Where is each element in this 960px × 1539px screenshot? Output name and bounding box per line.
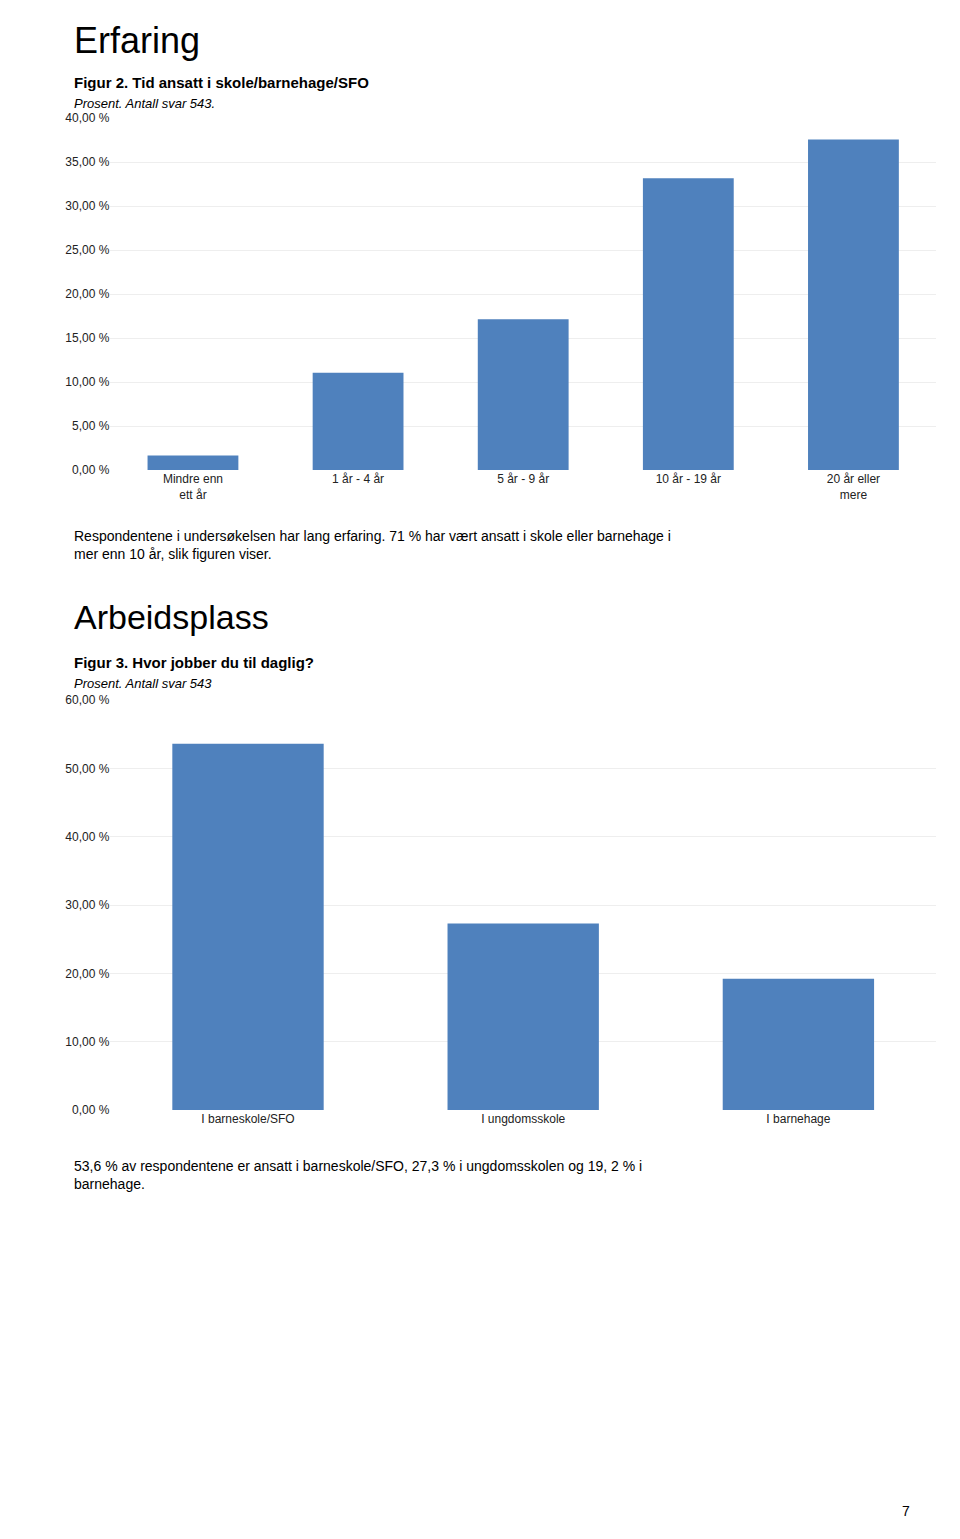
svg-text:20 år ellermere: 20 år ellermere — [827, 472, 880, 502]
svg-text:Respondentene i undersøkelsen: Respondentene i undersøkelsen har lang e… — [74, 528, 671, 562]
svg-text:30,00 %: 30,00 % — [65, 898, 109, 912]
svg-text:60,00 %: 60,00 % — [65, 693, 109, 707]
svg-text:0,00 %: 0,00 % — [72, 1103, 110, 1117]
svg-text:0,00 %: 0,00 % — [72, 463, 110, 477]
svg-text:40,00 %: 40,00 % — [65, 111, 109, 125]
svg-text:30,00 %: 30,00 % — [65, 199, 109, 213]
svg-text:15,00 %: 15,00 % — [65, 331, 109, 345]
svg-text:5,00 %: 5,00 % — [72, 419, 110, 433]
svg-text:Figur 2. Tid ansatt i skole/ba: Figur 2. Tid ansatt i skole/barnehage/SF… — [74, 74, 369, 91]
svg-text:50,00 %: 50,00 % — [65, 762, 109, 776]
svg-text:25,00 %: 25,00 % — [65, 243, 109, 257]
svg-text:Prosent. Antall svar 543: Prosent. Antall svar 543 — [74, 676, 212, 691]
svg-text:Mindre ennett år: Mindre ennett år — [163, 472, 223, 502]
svg-text:7: 7 — [902, 1503, 910, 1519]
svg-text:5 år - 9 år: 5 år - 9 år — [497, 472, 549, 486]
svg-text:Figur 3. Hvor jobber du til da: Figur 3. Hvor jobber du til daglig? — [74, 654, 314, 671]
svg-text:10,00 %: 10,00 % — [65, 375, 109, 389]
svg-text:20,00 %: 20,00 % — [65, 967, 109, 981]
svg-text:I barneskole/SFO: I barneskole/SFO — [201, 1112, 294, 1126]
svg-text:10,00 %: 10,00 % — [65, 1035, 109, 1049]
svg-text:I barnehage: I barnehage — [766, 1112, 830, 1126]
svg-text:40,00 %: 40,00 % — [65, 830, 109, 844]
svg-text:35,00 %: 35,00 % — [65, 155, 109, 169]
svg-text:53,6 % av respondentene er ans: 53,6 % av respondentene er ansatt i barn… — [74, 1158, 642, 1192]
svg-text:Arbeidsplass: Arbeidsplass — [74, 598, 269, 636]
svg-text:Prosent. Antall svar 543.: Prosent. Antall svar 543. — [74, 96, 215, 111]
svg-text:1 år - 4 år: 1 år - 4 år — [332, 472, 384, 486]
svg-text:I ungdomsskole: I ungdomsskole — [481, 1112, 565, 1126]
svg-text:10 år - 19 år: 10 år - 19 år — [656, 472, 721, 486]
svg-text:20,00 %: 20,00 % — [65, 287, 109, 301]
svg-text:Erfaring: Erfaring — [74, 20, 200, 61]
